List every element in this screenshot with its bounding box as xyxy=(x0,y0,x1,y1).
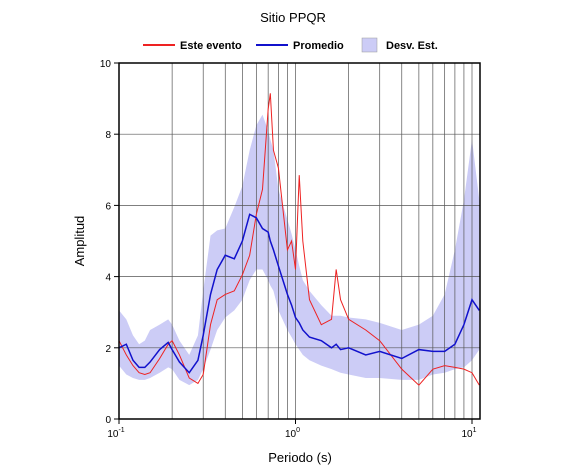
y-tick-label: 8 xyxy=(105,130,111,141)
legend-swatch xyxy=(361,37,378,53)
x-tick-base: 10 xyxy=(107,429,119,440)
y-tick-label: 2 xyxy=(105,344,111,355)
legend-label: Desv. Est. xyxy=(386,40,438,52)
x-axis-label: Periodo (s) xyxy=(268,450,332,465)
x-tick-label: 10-1 xyxy=(107,427,124,440)
series-line xyxy=(118,213,480,374)
x-tick-exponent: -1 xyxy=(118,427,124,434)
x-tick-label: 100 xyxy=(285,427,300,440)
x-tick-exponent: 0 xyxy=(296,427,300,434)
plot-frame xyxy=(118,62,481,420)
y-tick-label: 10 xyxy=(100,59,112,70)
x-tick-base: 10 xyxy=(461,429,473,440)
y-axis-label: Amplitud xyxy=(72,216,87,267)
y-tick-label: 0 xyxy=(105,415,111,426)
x-tick-label: 101 xyxy=(461,427,476,440)
legend-label: Este evento xyxy=(180,40,242,52)
y-tick-label: 4 xyxy=(105,273,111,284)
legend-label: Promedio xyxy=(293,40,344,52)
chart-title: Sitio PPQR xyxy=(260,10,326,25)
x-tick-exponent: 1 xyxy=(473,427,477,434)
std-band xyxy=(119,114,480,386)
x-tick-base: 10 xyxy=(285,429,297,440)
y-tick-label: 6 xyxy=(105,201,111,212)
